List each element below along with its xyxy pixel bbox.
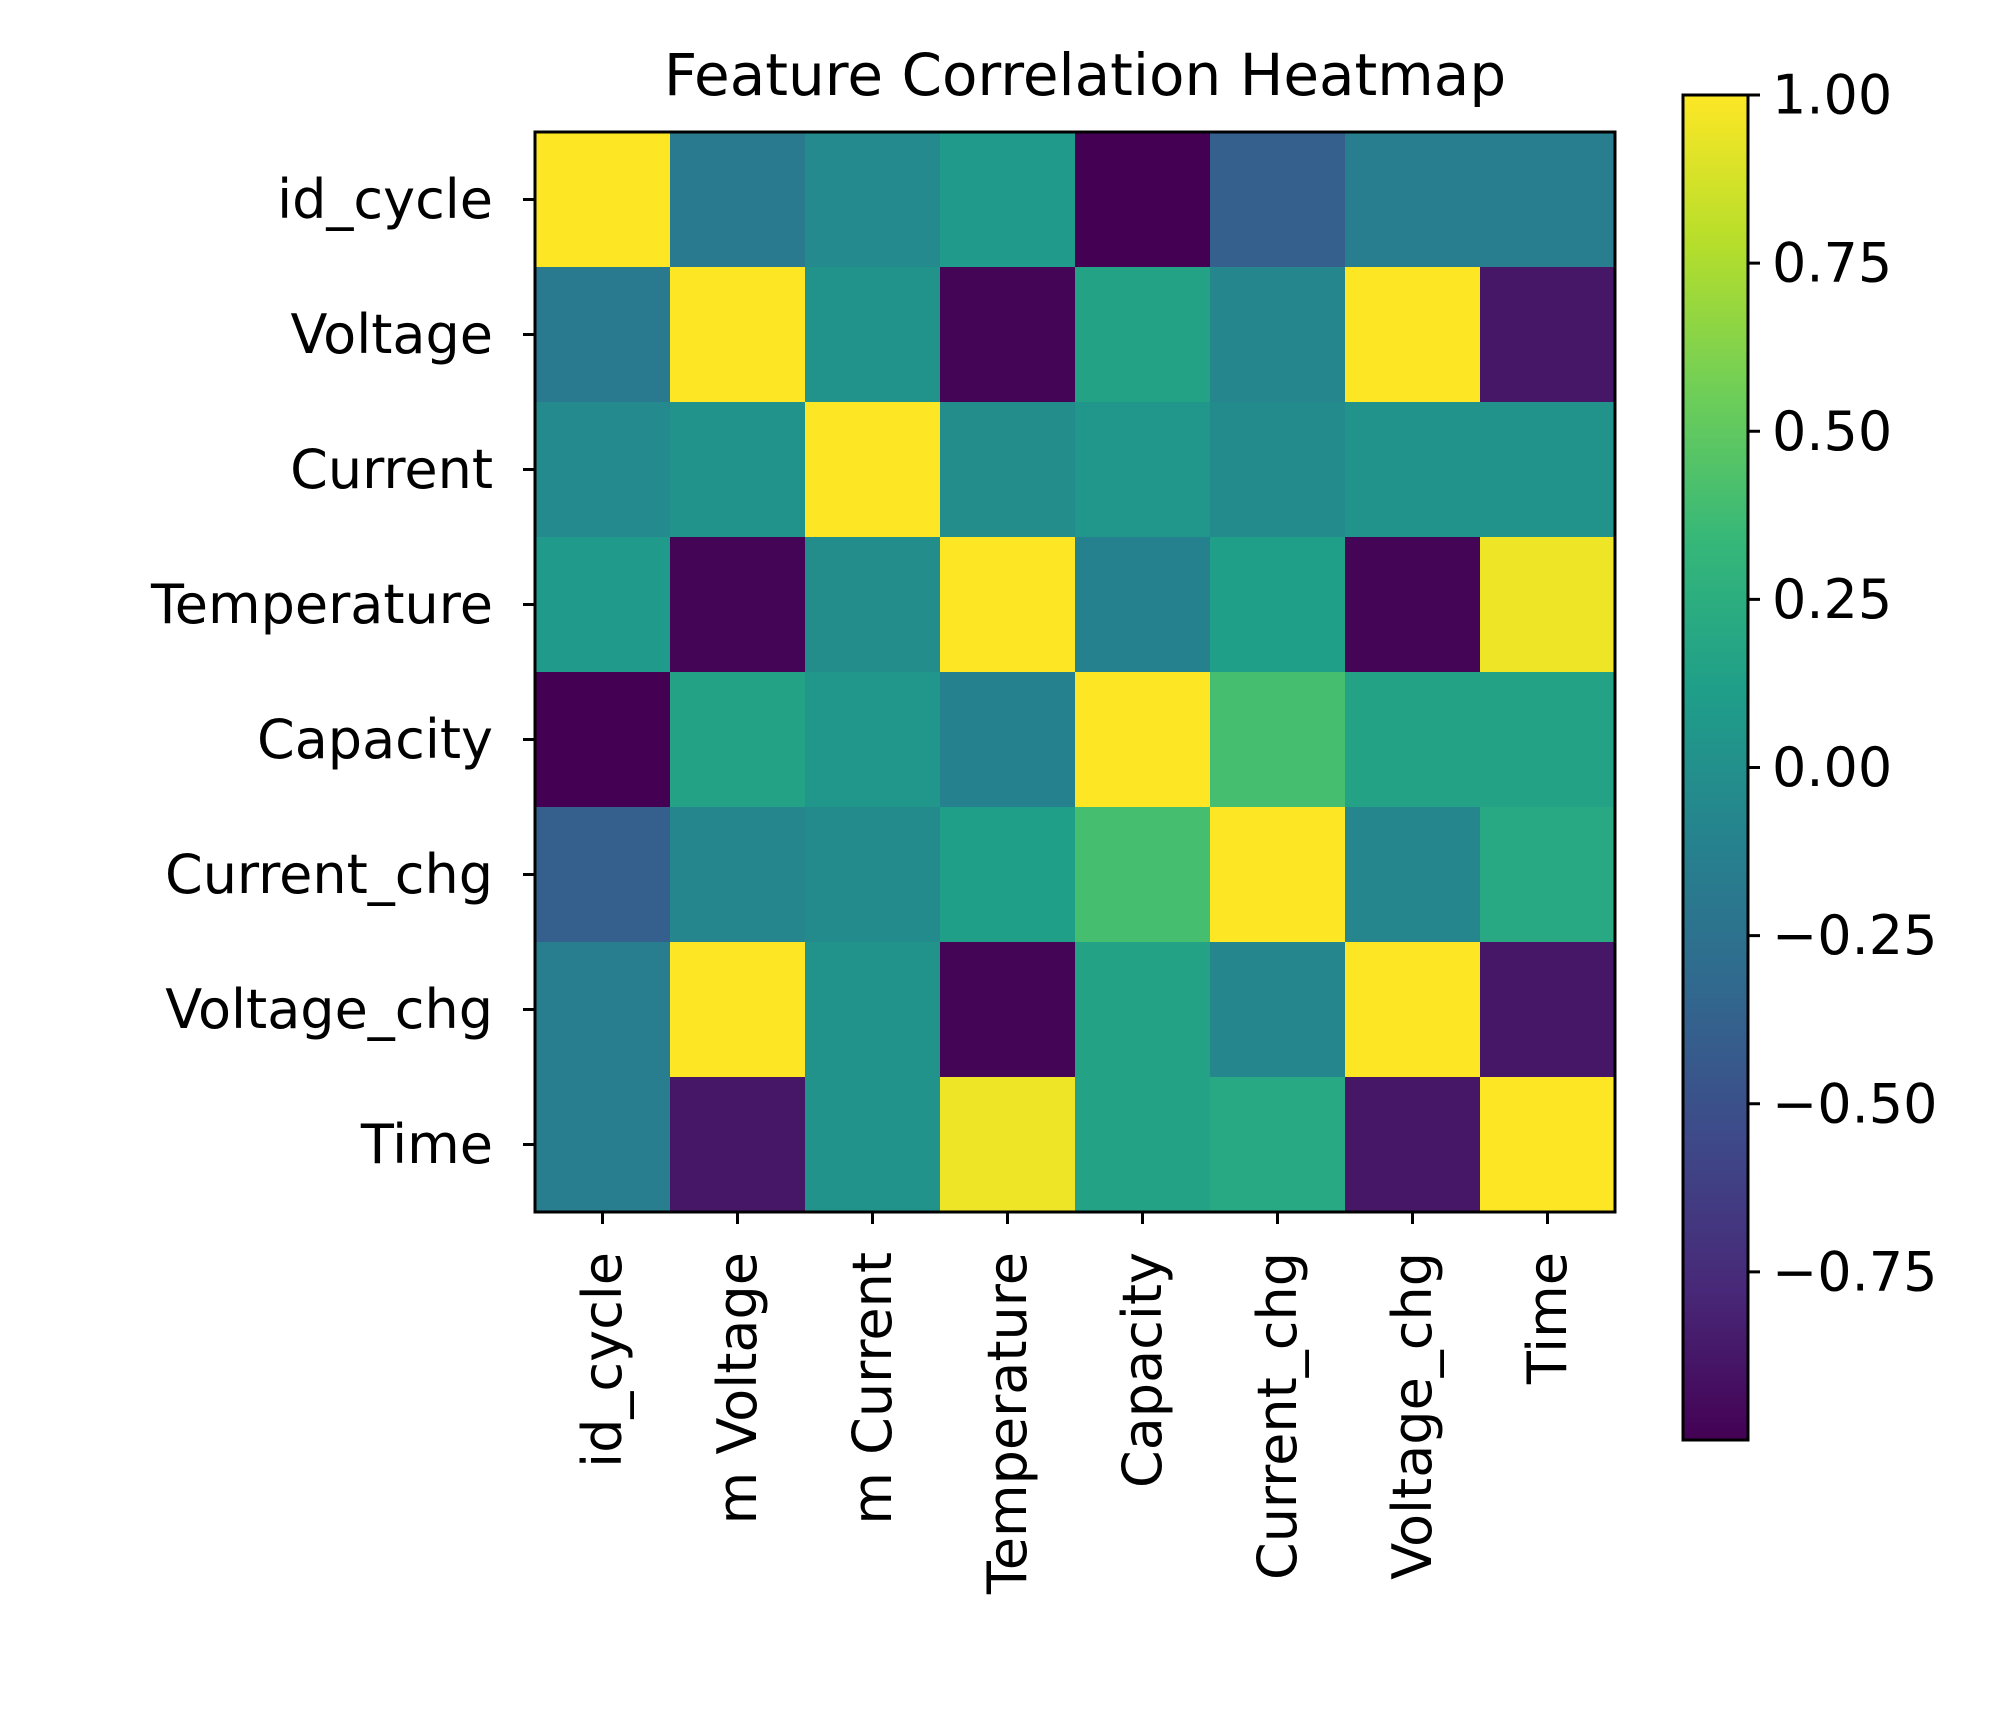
heatmap-cell-r2-c1 <box>670 402 806 538</box>
heatmap-cell-r6-c1 <box>670 942 806 1078</box>
y-tick-label: Current_chg <box>165 843 493 906</box>
heatmap-cell-r0-c7 <box>1480 132 1616 268</box>
heatmap-cell-r2-c5 <box>1210 402 1346 538</box>
x-tick-label: Voltage_chg <box>1381 1252 1444 1580</box>
heatmap-cell-r1-c1 <box>670 267 806 403</box>
heatmap-cell-r2-c0 <box>535 402 671 538</box>
heatmap-cell-r3-c5 <box>1210 537 1346 673</box>
heatmap-cell-r5-c6 <box>1345 807 1481 943</box>
heatmap-cell-r7-c1 <box>670 1077 806 1213</box>
heatmap-cell-r4-c7 <box>1480 672 1616 808</box>
heatmap-cell-r1-c7 <box>1480 267 1616 403</box>
colorbar-tick-label: 0.50 <box>1772 400 1892 463</box>
heatmap-cell-r7-c3 <box>940 1077 1076 1213</box>
heatmap-cell-r3-c7 <box>1480 537 1616 673</box>
y-tick-label: Time <box>360 1113 493 1176</box>
heatmap-cell-r5-c7 <box>1480 807 1616 943</box>
colorbar-tick-label: 0.25 <box>1772 568 1892 631</box>
heatmap-cell-r6-c3 <box>940 942 1076 1078</box>
heatmap-cell-r7-c0 <box>535 1077 671 1213</box>
heatmap-cell-r4-c1 <box>670 672 806 808</box>
heatmap-cells <box>535 132 1616 1213</box>
y-tick-label: Capacity <box>257 708 493 771</box>
x-tick-label: m Current <box>841 1252 904 1525</box>
heatmap-cell-r6-c7 <box>1480 942 1616 1078</box>
colorbar-ticks: 1.00 0.75 0.50 0.25 0.00 −0.25 −0.50 −0.75 <box>1748 64 1937 1303</box>
colorbar-tick-label: −0.75 <box>1772 1240 1937 1303</box>
colorbar-tick-label: 1.00 <box>1772 64 1892 127</box>
heatmap-cell-r2-c4 <box>1075 402 1211 538</box>
heatmap-cell-r0-c4 <box>1075 132 1211 268</box>
heatmap-cell-r4-c3 <box>940 672 1076 808</box>
heatmap-cell-r6-c0 <box>535 942 671 1078</box>
colorbar-tick-label: 0.00 <box>1772 736 1892 799</box>
heatmap-cell-r0-c2 <box>805 132 941 268</box>
heatmap-cell-r6-c2 <box>805 942 941 1078</box>
colorbar-tick-label: −0.25 <box>1772 904 1937 967</box>
heatmap-cell-r1-c0 <box>535 267 671 403</box>
heatmap-cell-r7-c5 <box>1210 1077 1346 1213</box>
heatmap-cell-r5-c0 <box>535 807 671 943</box>
x-tick-label: Time <box>1516 1252 1579 1385</box>
heatmap-cell-r4-c0 <box>535 672 671 808</box>
heatmap-cell-r4-c2 <box>805 672 941 808</box>
heatmap-cell-r6-c4 <box>1075 942 1211 1078</box>
heatmap-cell-r2-c7 <box>1480 402 1616 538</box>
heatmap-cell-r6-c6 <box>1345 942 1481 1078</box>
heatmap-cell-r6-c5 <box>1210 942 1346 1078</box>
heatmap-cell-r1-c5 <box>1210 267 1346 403</box>
heatmap-cell-r0-c6 <box>1345 132 1481 268</box>
x-tick-label: m Voltage <box>706 1252 769 1524</box>
y-tick-label: Voltage_chg <box>165 978 493 1041</box>
y-tick-label: Current <box>290 438 493 501</box>
heatmap-cell-r3-c4 <box>1075 537 1211 673</box>
heatmap-cell-r2-c3 <box>940 402 1076 538</box>
heatmap-cell-r5-c2 <box>805 807 941 943</box>
x-tick-label: Temperature <box>976 1252 1039 1595</box>
heatmap-cell-r4-c4 <box>1075 672 1211 808</box>
heatmap-cell-r0-c3 <box>940 132 1076 268</box>
heatmap-cell-r4-c6 <box>1345 672 1481 808</box>
heatmap-cell-r4-c5 <box>1210 672 1346 808</box>
heatmap-cell-r7-c4 <box>1075 1077 1211 1213</box>
heatmap-cell-r5-c1 <box>670 807 806 943</box>
heatmap-cell-r0-c1 <box>670 132 806 268</box>
heatmap-cell-r0-c0 <box>535 132 671 268</box>
heatmap-cell-r1-c2 <box>805 267 941 403</box>
x-tick-label: Capacity <box>1111 1252 1174 1488</box>
heatmap-cell-r5-c4 <box>1075 807 1211 943</box>
heatmap-cell-r3-c1 <box>670 537 806 673</box>
colorbar-tick-label: −0.50 <box>1772 1072 1937 1135</box>
heatmap-cell-r3-c2 <box>805 537 941 673</box>
row-labels: id_cycle Voltage Current Temperature Capacit… <box>150 168 535 1176</box>
chart-title: Feature Correlation Heatmap <box>664 41 1506 109</box>
heatmap-cell-r2-c6 <box>1345 402 1481 538</box>
heatmap-cell-r1-c6 <box>1345 267 1481 403</box>
heatmap-cell-r3-c6 <box>1345 537 1481 673</box>
y-tick-label: id_cycle <box>277 168 493 231</box>
heatmap-cell-r5-c3 <box>940 807 1076 943</box>
heatmap-cell-r7-c6 <box>1345 1077 1481 1213</box>
heatmap-cell-r3-c3 <box>940 537 1076 673</box>
heatmap-cell-r7-c7 <box>1480 1077 1616 1213</box>
heatmap-frame <box>533 130 1617 1214</box>
heatmap-cell-r2-c2 <box>805 402 941 538</box>
heatmap-cell-r7-c2 <box>805 1077 941 1213</box>
x-tick-label: Current_chg <box>1246 1252 1309 1580</box>
heatmap-cell-r0-c5 <box>1210 132 1346 268</box>
y-tick-label: Voltage <box>290 303 493 366</box>
colorbar-tick-label: 0.75 <box>1772 232 1892 295</box>
column-labels: id_cycle m Voltage m Current Temperature Cap… <box>571 1212 1579 1595</box>
heatmap-cell-r1-c4 <box>1075 267 1211 403</box>
x-tick-label: id_cycle <box>571 1252 634 1468</box>
colorbar <box>1681 93 1750 1442</box>
heatmap-cell-r1-c3 <box>940 267 1076 403</box>
y-tick-label: Temperature <box>150 573 493 636</box>
heatmap-cell-r5-c5 <box>1210 807 1346 943</box>
heatmap-cell-r3-c0 <box>535 537 671 673</box>
